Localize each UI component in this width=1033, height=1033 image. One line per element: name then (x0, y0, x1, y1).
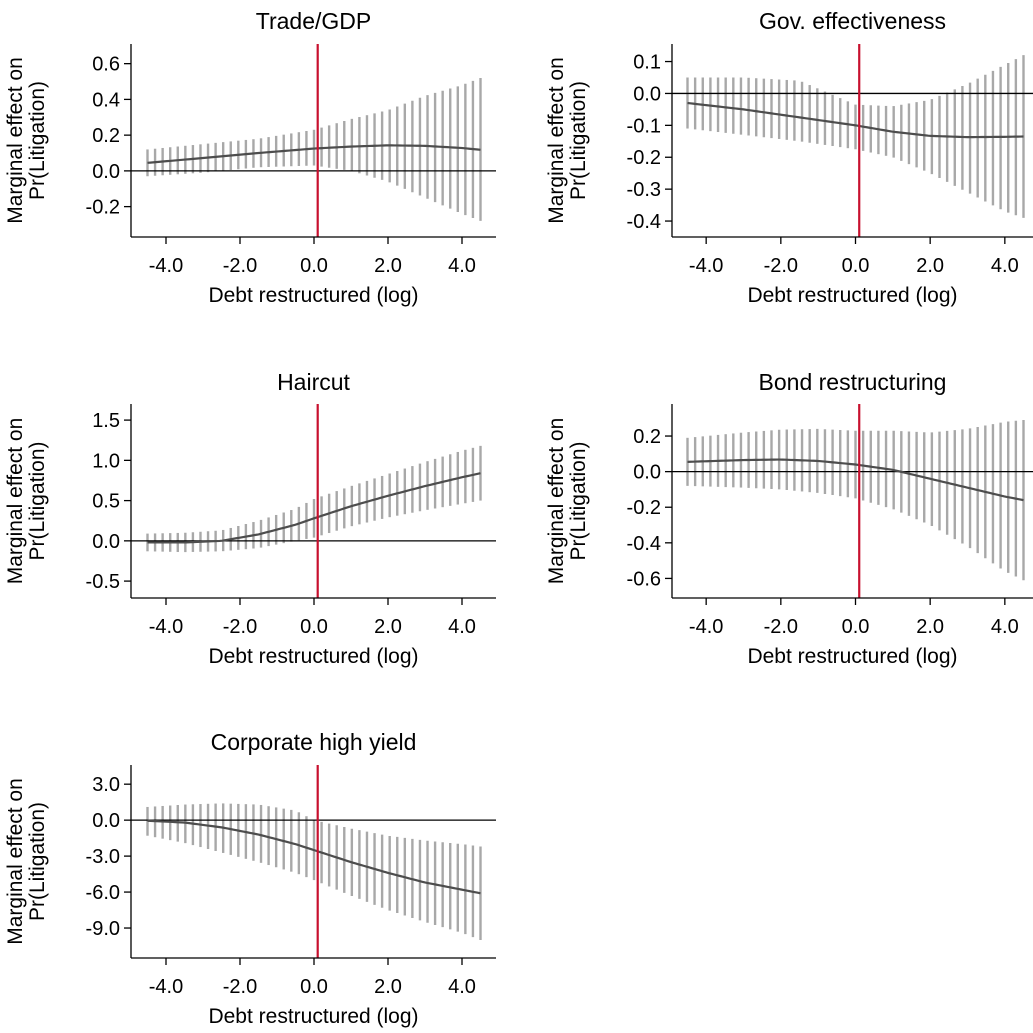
chart-panel-5: -9.0 -6.0 -3.0 0.0 3.0 -4.0 -2.0 0.0 2.0 4.0 Corpo… (4, 729, 496, 1028)
y-tick-label: -6.0 (86, 882, 120, 904)
y-tick-label: -9.0 (86, 918, 120, 940)
x-tick-label: 4.0 (991, 616, 1019, 638)
y-tick-label: 0.0 (633, 83, 661, 105)
x-tick-label: -4.0 (689, 255, 723, 277)
x-tick-label: -2.0 (764, 616, 798, 638)
y-tick-label: 0.5 (92, 491, 120, 513)
x-tick-label: -2.0 (223, 616, 257, 638)
y-tick-label: 1.0 (92, 450, 120, 472)
fitted-line (147, 472, 481, 544)
x-tick-label: 2.0 (374, 255, 402, 277)
y-tick-label: 1.5 (92, 410, 120, 432)
y-tick-label: -0.2 (86, 197, 120, 219)
x-axis-label: Debt restructured (log) (208, 645, 418, 668)
fitted-line (147, 144, 481, 164)
y-tick-label: -0.2 (627, 497, 661, 519)
x-tick-label: 2.0 (374, 616, 402, 638)
y-tick-label: 3.0 (92, 774, 120, 796)
y-tick-label: -3.0 (86, 846, 120, 868)
y-axis-label-line1: Marginal effect on (4, 57, 27, 224)
x-tick-label: 2.0 (916, 616, 944, 638)
x-tick-label: 0.0 (300, 616, 328, 638)
y-axis-label-line2: Pr(Litigation) (567, 441, 590, 560)
y-tick-label: 0.1 (633, 52, 661, 74)
x-tick-label: 4.0 (448, 616, 476, 638)
y-axis-label-line2: Pr(Litigation) (567, 81, 590, 200)
y-axis-label-line1: Marginal effect on (4, 778, 27, 945)
x-tick-label: 4.0 (991, 255, 1019, 277)
chart-panel-2: -0.4 -0.3 -0.2 -0.1 0.0 0.1 -4.0 -2.0 0.0 2.0 4.0 G… (545, 8, 1033, 307)
x-tick-label: -4.0 (689, 616, 723, 638)
x-tick-label: 4.0 (448, 255, 476, 277)
y-axis-label-line2: Pr(Litigation) (26, 802, 49, 921)
y-tick-label: -0.4 (627, 533, 661, 555)
chart-title: Gov. effectiveness (759, 8, 946, 34)
y-tick-label: -0.4 (627, 211, 661, 233)
chart-panel-3: -0.5 0.0 0.5 1.0 1.5 -4.0 -2.0 0.0 2.0 4.0 Haircut… (4, 369, 496, 668)
y-tick-label: -0.5 (86, 571, 120, 593)
y-tick-label: -0.3 (627, 179, 661, 201)
chart-panel-4: -0.6 -0.4 -0.2 0.0 0.2 -4.0 -2.0 0.0 2.0 4.0 Bond … (545, 369, 1033, 668)
fitted-line (687, 101, 1024, 139)
x-tick-label: -2.0 (764, 255, 798, 277)
y-tick-label: -0.6 (627, 568, 661, 590)
x-tick-label: 0.0 (842, 255, 870, 277)
x-tick-label: -4.0 (149, 976, 183, 998)
y-tick-label: 0.0 (92, 161, 120, 183)
y-axis-label-line1: Marginal effect on (4, 418, 27, 585)
x-axis-label: Debt restructured (log) (208, 1005, 418, 1028)
chart-panel-1: -0.2 0.0 0.2 0.4 0.6 -4.0 -2.0 0.0 2.0 4.0 Trade/G… (4, 8, 496, 307)
chart-title: Haircut (277, 369, 350, 395)
y-tick-label: 0.0 (92, 531, 120, 553)
x-tick-label: 0.0 (300, 976, 328, 998)
fitted-line (147, 819, 481, 895)
y-axis-label-line2: Pr(Litigation) (26, 441, 49, 560)
x-tick-label: -4.0 (149, 616, 183, 638)
x-tick-label: -2.0 (223, 255, 257, 277)
x-tick-label: 4.0 (448, 976, 476, 998)
chart-title: Corporate high yield (211, 729, 417, 755)
x-axis-label: Debt restructured (log) (208, 284, 418, 307)
y-tick-label: 0.6 (92, 54, 120, 76)
x-tick-label: 0.0 (842, 616, 870, 638)
x-tick-label: -4.0 (149, 255, 183, 277)
x-axis-label: Debt restructured (log) (747, 284, 957, 307)
x-tick-label: 2.0 (916, 255, 944, 277)
y-axis-label-line1: Marginal effect on (545, 57, 568, 224)
y-tick-label: 0.2 (633, 426, 661, 448)
fitted-line (687, 458, 1024, 502)
y-axis-label-line1: Marginal effect on (545, 418, 568, 585)
x-tick-label: 2.0 (374, 976, 402, 998)
x-axis-label: Debt restructured (log) (747, 645, 957, 668)
chart-title: Bond restructuring (759, 369, 947, 395)
x-tick-label: 0.0 (300, 255, 328, 277)
y-tick-label: 0.4 (92, 89, 120, 111)
chart-title: Trade/GDP (256, 8, 371, 34)
y-tick-label: 0.2 (92, 125, 120, 147)
x-tick-label: -2.0 (223, 976, 257, 998)
y-tick-label: 0.0 (92, 810, 120, 832)
y-tick-label: 0.0 (633, 462, 661, 484)
y-axis-label-line2: Pr(Litigation) (26, 81, 49, 200)
y-tick-label: -0.1 (627, 115, 661, 137)
y-tick-label: -0.2 (627, 147, 661, 169)
